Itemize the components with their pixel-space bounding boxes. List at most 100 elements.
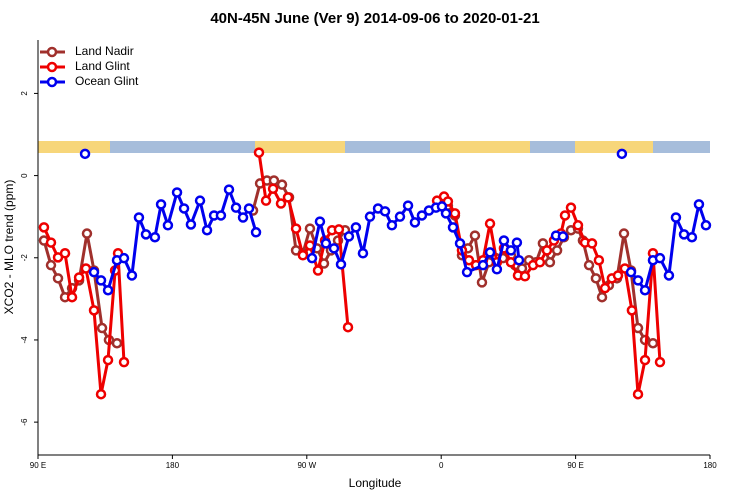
data-point: [596, 291, 608, 303]
data-point: [95, 275, 107, 286]
data-point: [364, 211, 376, 222]
data-point: [260, 195, 272, 206]
data-point: [639, 354, 651, 366]
data-point: [88, 305, 100, 316]
data-point: [394, 211, 406, 222]
data-point: [541, 245, 553, 256]
data-point: [342, 321, 354, 333]
legend-marker: [46, 76, 58, 88]
data-point: [572, 220, 584, 231]
data-point: [66, 291, 78, 303]
data-point: [511, 237, 523, 248]
mask-land: [575, 141, 653, 153]
y-tick-label: 2: [20, 91, 29, 96]
data-point: [402, 200, 414, 211]
data-point: [654, 356, 666, 368]
data-point: [618, 228, 630, 239]
data-point: [590, 273, 602, 284]
data-point: [133, 212, 145, 223]
data-point: [267, 183, 279, 194]
data-point: [162, 220, 174, 231]
y-tick-label: 0: [20, 173, 29, 178]
data-point: [484, 247, 496, 258]
legend-marker: [46, 61, 58, 73]
data-point: [686, 231, 698, 243]
data-point: [357, 248, 369, 259]
data-point: [88, 266, 100, 278]
data-point: [505, 257, 517, 268]
data-point: [95, 388, 107, 400]
data-point: [149, 231, 161, 243]
data-point: [477, 259, 489, 271]
data-point: [290, 223, 302, 234]
data-point: [469, 230, 481, 241]
y-tick-label: -2: [20, 254, 29, 262]
data-point: [282, 192, 294, 203]
legend-marker: [46, 46, 58, 58]
data-point: [79, 148, 91, 160]
data-point: [81, 228, 93, 239]
data-point: [565, 202, 577, 213]
data-point: [215, 210, 227, 221]
data-point: [557, 231, 569, 242]
data-point: [544, 257, 556, 268]
data-point: [333, 224, 345, 235]
data-point: [243, 203, 255, 214]
data-point: [632, 322, 644, 334]
data-point: [253, 147, 265, 158]
data-point: [654, 252, 666, 264]
data-point: [59, 248, 71, 259]
data-point: [647, 337, 659, 349]
data-point: [306, 252, 318, 264]
mask-land: [430, 141, 530, 153]
data-point: [498, 235, 510, 246]
data-point: [599, 282, 611, 294]
data-point: [102, 284, 114, 296]
data-point: [350, 222, 362, 233]
data-point: [276, 179, 288, 190]
x-tick-label: 180: [166, 461, 180, 470]
data-point: [102, 354, 114, 366]
data-point: [304, 223, 316, 234]
data-point: [513, 254, 525, 266]
data-point: [559, 210, 571, 221]
data-point: [52, 273, 64, 284]
data-point: [73, 272, 85, 283]
data-point: [314, 216, 326, 227]
data-point: [583, 259, 595, 271]
data-point: [320, 238, 332, 249]
y-tick-label: -6: [20, 418, 29, 426]
data-point: [484, 218, 496, 229]
x-tick-label: 90 E: [567, 461, 583, 470]
data-point: [379, 206, 391, 217]
legend-label: Ocean Glint: [75, 74, 139, 88]
x-tick-label: 90 E: [30, 461, 46, 470]
x-tick-label: 90 W: [297, 461, 316, 470]
data-point: [237, 212, 249, 223]
data-point: [201, 224, 213, 236]
data-point: [476, 277, 488, 288]
x-tick-label: 0: [439, 461, 444, 470]
data-point: [416, 210, 428, 221]
x-tick-label: 180: [703, 461, 717, 470]
y-tick-label: -4: [20, 336, 29, 344]
data-point: [230, 202, 242, 213]
data-point: [185, 219, 197, 230]
data-point: [118, 356, 130, 368]
data-point: [155, 199, 167, 210]
data-point: [45, 259, 57, 271]
data-point: [268, 175, 280, 186]
data-point: [639, 284, 651, 296]
mask-ocean: [38, 141, 710, 153]
data-point: [505, 245, 517, 256]
data-point: [632, 388, 644, 400]
data-point: [38, 222, 50, 233]
y-axis-label: XCO2 - MLO trend (ppm): [2, 180, 16, 315]
data-point: [700, 220, 712, 231]
mask-land: [255, 141, 345, 153]
data-point: [275, 198, 287, 209]
data-point: [178, 203, 190, 214]
data-point: [534, 257, 546, 268]
data-point: [461, 266, 473, 278]
